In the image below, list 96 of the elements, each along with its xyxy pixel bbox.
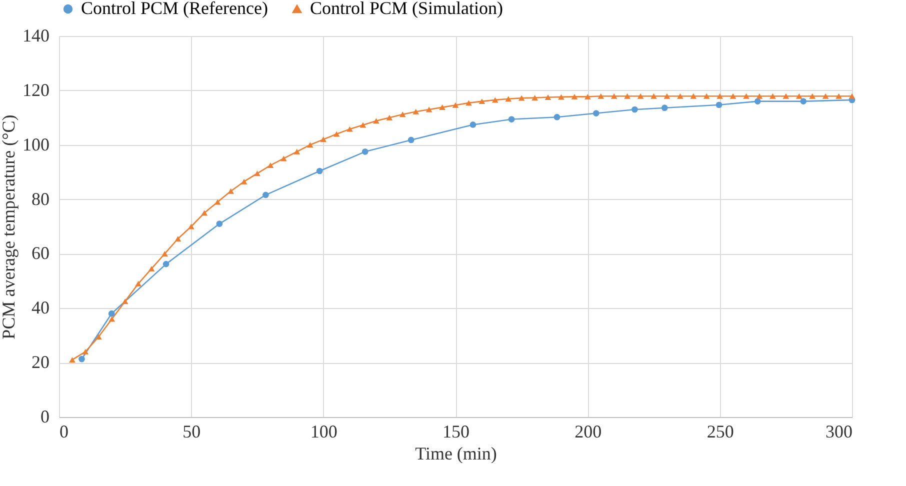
point <box>201 210 208 216</box>
point <box>162 260 170 268</box>
point <box>637 93 644 99</box>
point <box>240 178 248 184</box>
point <box>650 93 657 99</box>
point <box>664 93 670 99</box>
point <box>228 188 234 194</box>
y-tick-label: 20 <box>32 352 50 372</box>
point <box>730 93 736 99</box>
point <box>470 122 476 128</box>
point <box>316 168 323 174</box>
point <box>294 148 300 154</box>
point <box>108 310 115 317</box>
point <box>360 122 366 128</box>
point <box>162 250 168 256</box>
x-tick-label: 50 <box>182 422 201 442</box>
point <box>624 93 630 99</box>
point <box>822 93 829 99</box>
x-tick-label: 300 <box>826 422 852 442</box>
point <box>214 199 221 205</box>
point <box>399 112 406 118</box>
point <box>267 162 274 168</box>
point <box>848 93 856 99</box>
point <box>770 93 776 99</box>
x-axis-title: Time (min) <box>415 444 497 464</box>
point <box>598 93 604 99</box>
point <box>78 356 85 362</box>
point <box>148 266 155 272</box>
point <box>320 136 326 142</box>
point <box>478 98 486 104</box>
point <box>135 280 142 286</box>
point <box>800 98 807 104</box>
point <box>532 95 538 101</box>
point <box>306 142 314 148</box>
point <box>632 106 638 113</box>
point <box>518 95 525 101</box>
legend-label: Control PCM (Reference) <box>81 0 268 18</box>
point <box>677 93 684 99</box>
legend-label: Control PCM (Simulation) <box>310 0 504 18</box>
y-tick-label: 40 <box>32 298 50 318</box>
point <box>492 97 498 103</box>
point <box>412 108 420 114</box>
point <box>216 220 223 227</box>
y-tick-label: 100 <box>22 134 50 154</box>
point <box>836 93 842 99</box>
point <box>426 106 432 112</box>
point <box>544 94 552 100</box>
point <box>373 118 380 124</box>
point <box>82 348 89 354</box>
point <box>362 148 368 155</box>
y-tick-label: 80 <box>32 188 50 209</box>
point <box>188 224 194 230</box>
y-tick-label: 0 <box>40 406 50 426</box>
point <box>610 93 618 99</box>
point <box>108 316 116 322</box>
point <box>505 96 512 102</box>
point <box>716 102 722 108</box>
x-tick-label: 150 <box>442 422 470 442</box>
point <box>782 93 790 99</box>
point <box>333 131 340 137</box>
point <box>95 334 102 340</box>
y-axis-title: PCM average temperature (°C) <box>0 114 18 340</box>
point <box>584 94 591 100</box>
point <box>408 136 414 144</box>
point <box>466 100 472 106</box>
point <box>386 114 393 120</box>
point <box>554 114 560 120</box>
point <box>174 236 182 242</box>
x-tick-label: 250 <box>706 422 734 442</box>
y-tick-label: 140 <box>22 26 50 46</box>
point <box>796 93 802 99</box>
x-tick-label: 100 <box>310 422 338 442</box>
point <box>756 93 763 99</box>
point <box>452 102 459 108</box>
point <box>439 104 446 110</box>
point <box>508 116 515 122</box>
point <box>690 93 697 99</box>
point <box>592 110 600 116</box>
x-tick-label: 0 <box>60 422 68 442</box>
point <box>809 93 816 99</box>
point <box>254 170 260 176</box>
point <box>661 104 668 111</box>
point <box>558 94 564 100</box>
point <box>716 93 723 99</box>
point <box>262 192 269 198</box>
x-tick-label: 200 <box>574 422 602 442</box>
point <box>346 126 353 132</box>
point <box>703 93 710 99</box>
point <box>754 98 761 104</box>
y-tick-label: 60 <box>32 243 50 264</box>
point <box>280 156 287 162</box>
point <box>69 357 76 363</box>
point <box>743 93 750 99</box>
y-tick-label: 120 <box>22 80 50 100</box>
point <box>122 298 128 304</box>
point <box>571 94 578 100</box>
